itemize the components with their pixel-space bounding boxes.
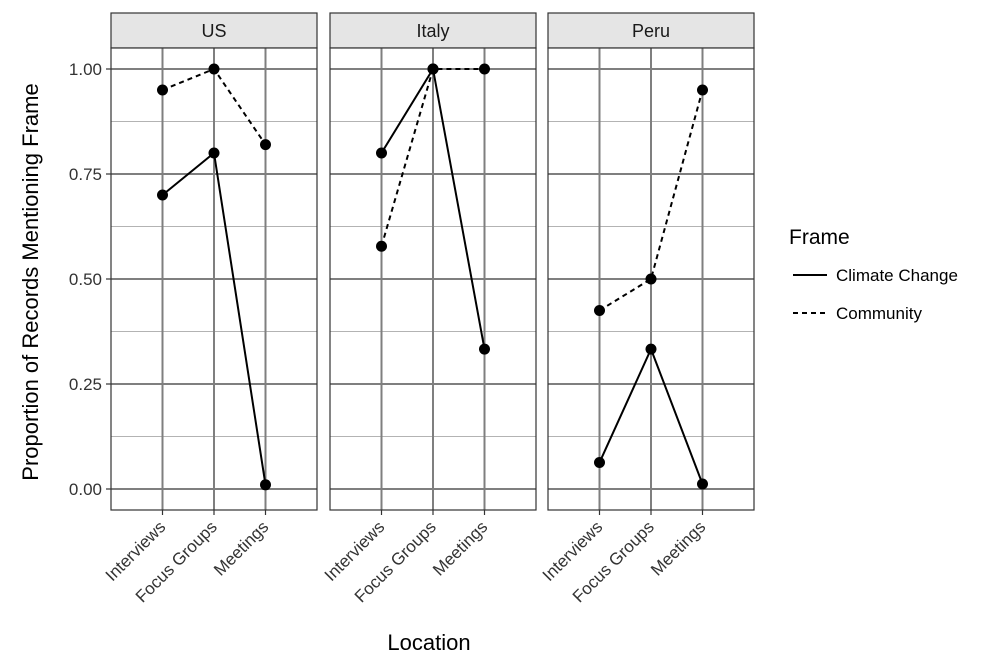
facet-strip-label: Italy [416,21,449,41]
data-point [157,84,168,96]
x-tick-label: Meetings [429,517,491,579]
y-tick-label: 0.75 [69,165,102,184]
facet-strip [110,12,318,49]
y-tick-label: 0.00 [69,480,102,499]
data-point [427,63,439,75]
data-point [376,147,387,159]
y-tick-label: 0.25 [69,375,102,394]
x-tick-label: Meetings [210,517,272,579]
data-point [157,189,168,201]
data-point [594,305,605,316]
legend-label: Community [836,304,922,323]
data-point [479,63,490,75]
x-axis-title: Location [387,630,470,655]
series-line-community [598,89,704,312]
facet-strip-label: US [201,21,226,41]
legend-title: Frame [789,226,850,249]
legend-label: Climate Change [836,266,958,285]
facet-strip [547,12,755,49]
data-point [260,479,271,491]
legend: Frame Climate Change Community [789,226,958,323]
data-point [208,147,220,159]
y-tick-label: 0.50 [69,270,102,289]
data-point [376,240,387,252]
data-point [697,478,708,490]
x-tick-label: Meetings [647,517,709,579]
data-point [594,457,605,469]
facet-strip [329,12,537,49]
facet-strip-label: Peru [632,21,670,41]
data-point [479,343,490,355]
data-point [697,84,708,96]
data-point [645,343,657,355]
y-axis-title: Proportion of Records Mentioning Frame [18,83,43,480]
y-tick-label: 1.00 [69,60,102,79]
data-point [260,139,271,151]
data-point [208,63,220,75]
data-point [645,273,657,285]
